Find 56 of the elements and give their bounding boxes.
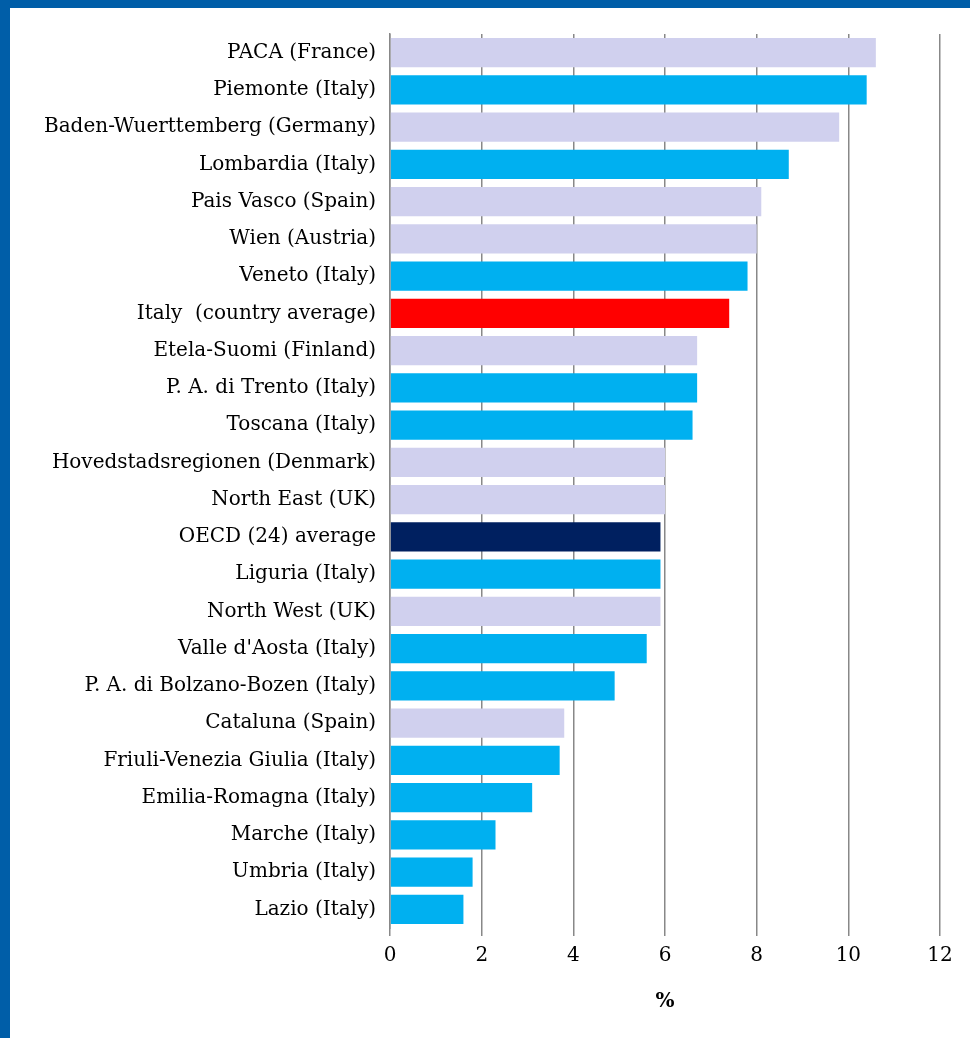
y-tick-label: Liguria (Italy) bbox=[235, 560, 377, 585]
bar bbox=[390, 820, 496, 850]
x-tick-label: 0 bbox=[383, 942, 397, 967]
y-tick-label: Cataluna (Spain) bbox=[205, 709, 377, 734]
y-tick-label: Valle d'Aosta (Italy) bbox=[177, 634, 377, 659]
bar bbox=[390, 559, 661, 589]
y-tick-label: Pais Vasco (Spain) bbox=[190, 187, 377, 212]
y-tick-label: Umbria (Italy) bbox=[232, 858, 377, 883]
bar bbox=[390, 596, 661, 626]
y-tick-label: Etela-Suomi (Finland) bbox=[153, 336, 377, 361]
y-tick-label: Veneto (Italy) bbox=[238, 262, 377, 287]
bar bbox=[390, 187, 762, 217]
bar bbox=[390, 745, 560, 775]
y-tick-label: P. A. di Trento (Italy) bbox=[166, 374, 377, 399]
bar bbox=[390, 38, 876, 68]
x-tick-label: 2 bbox=[475, 942, 489, 967]
y-tick-label: Toscana (Italy) bbox=[226, 411, 377, 436]
bar bbox=[390, 708, 565, 738]
y-tick-label: Emilia-Romagna (Italy) bbox=[141, 783, 377, 808]
bar bbox=[390, 75, 867, 105]
bar bbox=[390, 894, 464, 924]
bar bbox=[390, 373, 698, 403]
bar bbox=[390, 112, 840, 142]
bar bbox=[390, 261, 748, 291]
y-tick-label: Lazio (Italy) bbox=[254, 895, 377, 920]
bar bbox=[390, 522, 661, 552]
bar bbox=[390, 224, 757, 254]
y-tick-label: Baden-Wuerttemberg (Germany) bbox=[44, 113, 377, 138]
x-tick-label: 8 bbox=[750, 942, 764, 967]
bar bbox=[390, 857, 473, 887]
x-tick-label: 12 bbox=[927, 942, 953, 967]
x-axis-title: % bbox=[655, 988, 675, 1013]
y-tick-label: Lombardia (Italy) bbox=[198, 150, 377, 175]
x-tick-label: 4 bbox=[567, 942, 580, 967]
y-tick-label: Hovedstadsregionen (Denmark) bbox=[51, 448, 377, 473]
y-tick-label: Friuli-Venezia Giulia (Italy) bbox=[103, 746, 377, 771]
y-tick-label: Marche (Italy) bbox=[230, 821, 377, 846]
bar bbox=[390, 447, 666, 477]
bar bbox=[390, 149, 789, 179]
x-tick-label: 10 bbox=[835, 942, 862, 967]
y-tick-label: PACA (France) bbox=[227, 38, 377, 63]
bar bbox=[390, 671, 615, 701]
y-tick-label: Italy (country average) bbox=[136, 299, 377, 324]
bar bbox=[390, 634, 647, 664]
bar bbox=[390, 298, 730, 328]
y-tick-label: OECD (24) average bbox=[178, 523, 377, 548]
bar bbox=[390, 410, 693, 440]
y-tick-label: North East (UK) bbox=[211, 485, 377, 510]
bar bbox=[390, 336, 698, 366]
y-tick-label: P. A. di Bolzano-Bozen (Italy) bbox=[84, 672, 377, 697]
x-tick-label: 6 bbox=[658, 942, 672, 967]
bar bbox=[390, 485, 666, 515]
bar bbox=[390, 783, 533, 813]
y-tick-label: Piemonte (Italy) bbox=[213, 76, 377, 101]
y-tick-label: North West (UK) bbox=[206, 597, 377, 622]
y-tick-label: Wien (Austria) bbox=[229, 225, 377, 250]
